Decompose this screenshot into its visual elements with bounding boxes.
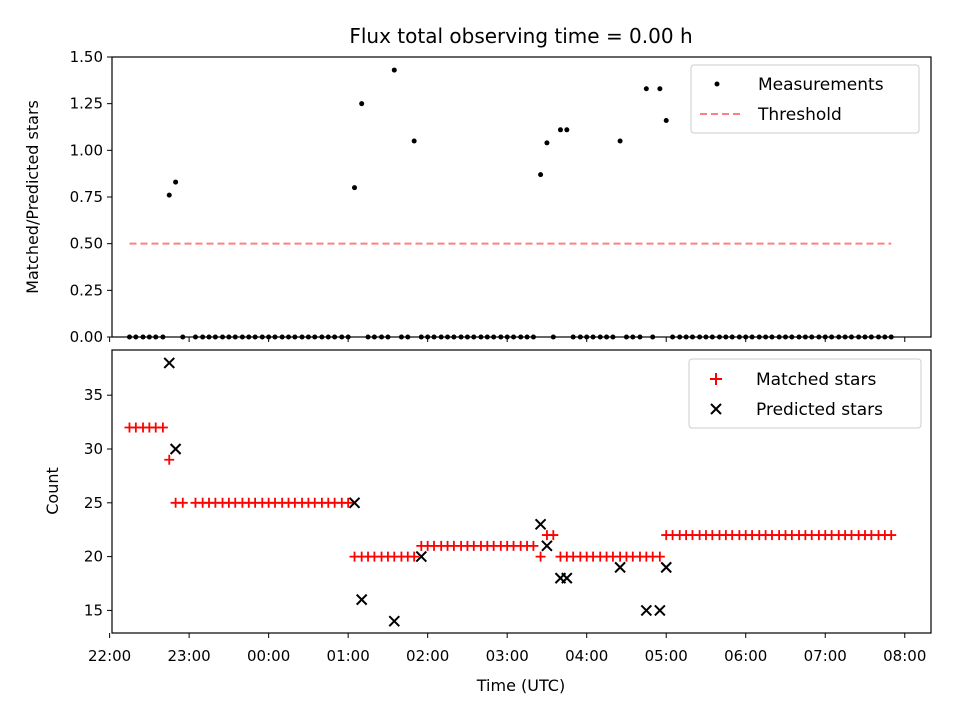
x-tick-label: 05:00 bbox=[645, 647, 688, 665]
predicted-star-point bbox=[163, 357, 175, 369]
y-tick-label: 1.25 bbox=[70, 95, 103, 113]
predicted-star-point bbox=[654, 604, 666, 617]
x-tick-label: 07:00 bbox=[804, 647, 847, 665]
x-tick-label: 08:00 bbox=[883, 647, 926, 665]
top-y-axis-ticks: 0.00 0.25 0.50 0.75 1.00 1.25 1.50 bbox=[70, 48, 112, 346]
measurement-point bbox=[538, 172, 544, 178]
measurement-point bbox=[359, 101, 365, 107]
x-tick-label: 04:00 bbox=[565, 647, 608, 665]
x-tick-label: 22:00 bbox=[88, 647, 131, 665]
legend-measurements-marker bbox=[714, 81, 720, 87]
predicted-star-point bbox=[415, 550, 428, 563]
x-tick-label: 01:00 bbox=[327, 647, 370, 665]
measurement-point bbox=[564, 127, 570, 133]
measurement-point bbox=[173, 179, 179, 185]
predicted-star-point bbox=[388, 615, 400, 627]
bottom-y-axis-label: Count bbox=[43, 467, 62, 515]
predicted-star-point bbox=[561, 572, 573, 584]
measurement-point bbox=[557, 127, 563, 133]
measurement-point bbox=[166, 192, 172, 198]
matched-star-point bbox=[177, 497, 188, 508]
bottom-plot-marks bbox=[124, 357, 897, 627]
x-tick-label: 23:00 bbox=[168, 647, 211, 665]
matched-star-point bbox=[528, 540, 539, 551]
matched-star-point bbox=[535, 551, 546, 562]
measurement-point bbox=[391, 67, 397, 73]
predicted-star-point bbox=[355, 593, 368, 606]
y-tick-label: 0.50 bbox=[70, 235, 103, 253]
x-tick-label: 03:00 bbox=[486, 647, 529, 665]
x-tick-label: 06:00 bbox=[724, 647, 767, 665]
y-tick-label: 30 bbox=[84, 440, 103, 458]
matched-star-point bbox=[343, 497, 354, 508]
matched-star-point bbox=[654, 551, 665, 562]
y-tick-label: 35 bbox=[84, 386, 103, 404]
y-tick-label: 20 bbox=[84, 548, 103, 566]
legend-measurements-label: Measurements bbox=[758, 75, 884, 95]
top-x-axis-ticks bbox=[109, 337, 906, 342]
x-tick-label: 00:00 bbox=[247, 647, 290, 665]
y-tick-label: 15 bbox=[84, 601, 103, 619]
measurement-point bbox=[544, 140, 550, 146]
predicted-star-point bbox=[348, 497, 361, 509]
top-y-axis-label: Matched/Predicted stars bbox=[23, 100, 42, 294]
measurement-point bbox=[411, 138, 417, 144]
bottom-x-axis-ticks: 22:00 23:00 00:00 01:00 02:00 03:00 04:00 05:00… bbox=[88, 633, 926, 665]
predicted-star-point bbox=[614, 561, 626, 574]
matched-star-point bbox=[157, 422, 168, 433]
y-tick-label: 25 bbox=[84, 494, 103, 512]
bottom-y-axis-ticks: 15 20 25 30 35 bbox=[84, 386, 112, 619]
bottom-x-axis-label: Time (UTC) bbox=[476, 676, 565, 695]
x-tick-label: 02:00 bbox=[406, 647, 449, 665]
matched-star-point bbox=[409, 551, 420, 562]
measurement-point bbox=[352, 185, 358, 191]
predicted-star-point bbox=[534, 518, 547, 531]
legend-matched-label: Matched stars bbox=[756, 370, 876, 390]
top-legend: Measurements Threshold bbox=[690, 64, 920, 134]
matched-star-point bbox=[164, 454, 175, 465]
measurement-point bbox=[657, 86, 663, 92]
y-tick-label: 1.00 bbox=[70, 141, 103, 159]
y-tick-label: 1.50 bbox=[70, 48, 103, 66]
top-legend-box bbox=[690, 64, 920, 134]
measurement-point bbox=[617, 138, 623, 144]
measurement-point bbox=[643, 86, 649, 92]
predicted-star-point bbox=[660, 561, 672, 574]
y-tick-label: 0.75 bbox=[70, 188, 103, 206]
top-chart-title: Flux total observing time = 0.00 h bbox=[349, 24, 692, 48]
matched-star-point bbox=[886, 530, 897, 541]
y-tick-label: 0.00 bbox=[70, 328, 103, 346]
matched-star-point bbox=[548, 530, 559, 541]
legend-predicted-marker bbox=[710, 403, 722, 415]
bottom-legend-box bbox=[688, 358, 922, 429]
bottom-legend: Matched stars Predicted stars bbox=[688, 358, 922, 429]
predicted-star-point bbox=[640, 604, 653, 617]
legend-predicted-label: Predicted stars bbox=[756, 400, 883, 420]
legend-matched-marker bbox=[710, 373, 722, 385]
y-tick-label: 0.25 bbox=[70, 281, 103, 299]
predicted-star-point bbox=[169, 443, 182, 455]
legend-threshold-label: Threshold bbox=[757, 105, 842, 125]
predicted-star-point bbox=[541, 540, 553, 552]
bottom-plot-frame bbox=[111, 349, 932, 634]
measurement-point bbox=[663, 117, 669, 123]
